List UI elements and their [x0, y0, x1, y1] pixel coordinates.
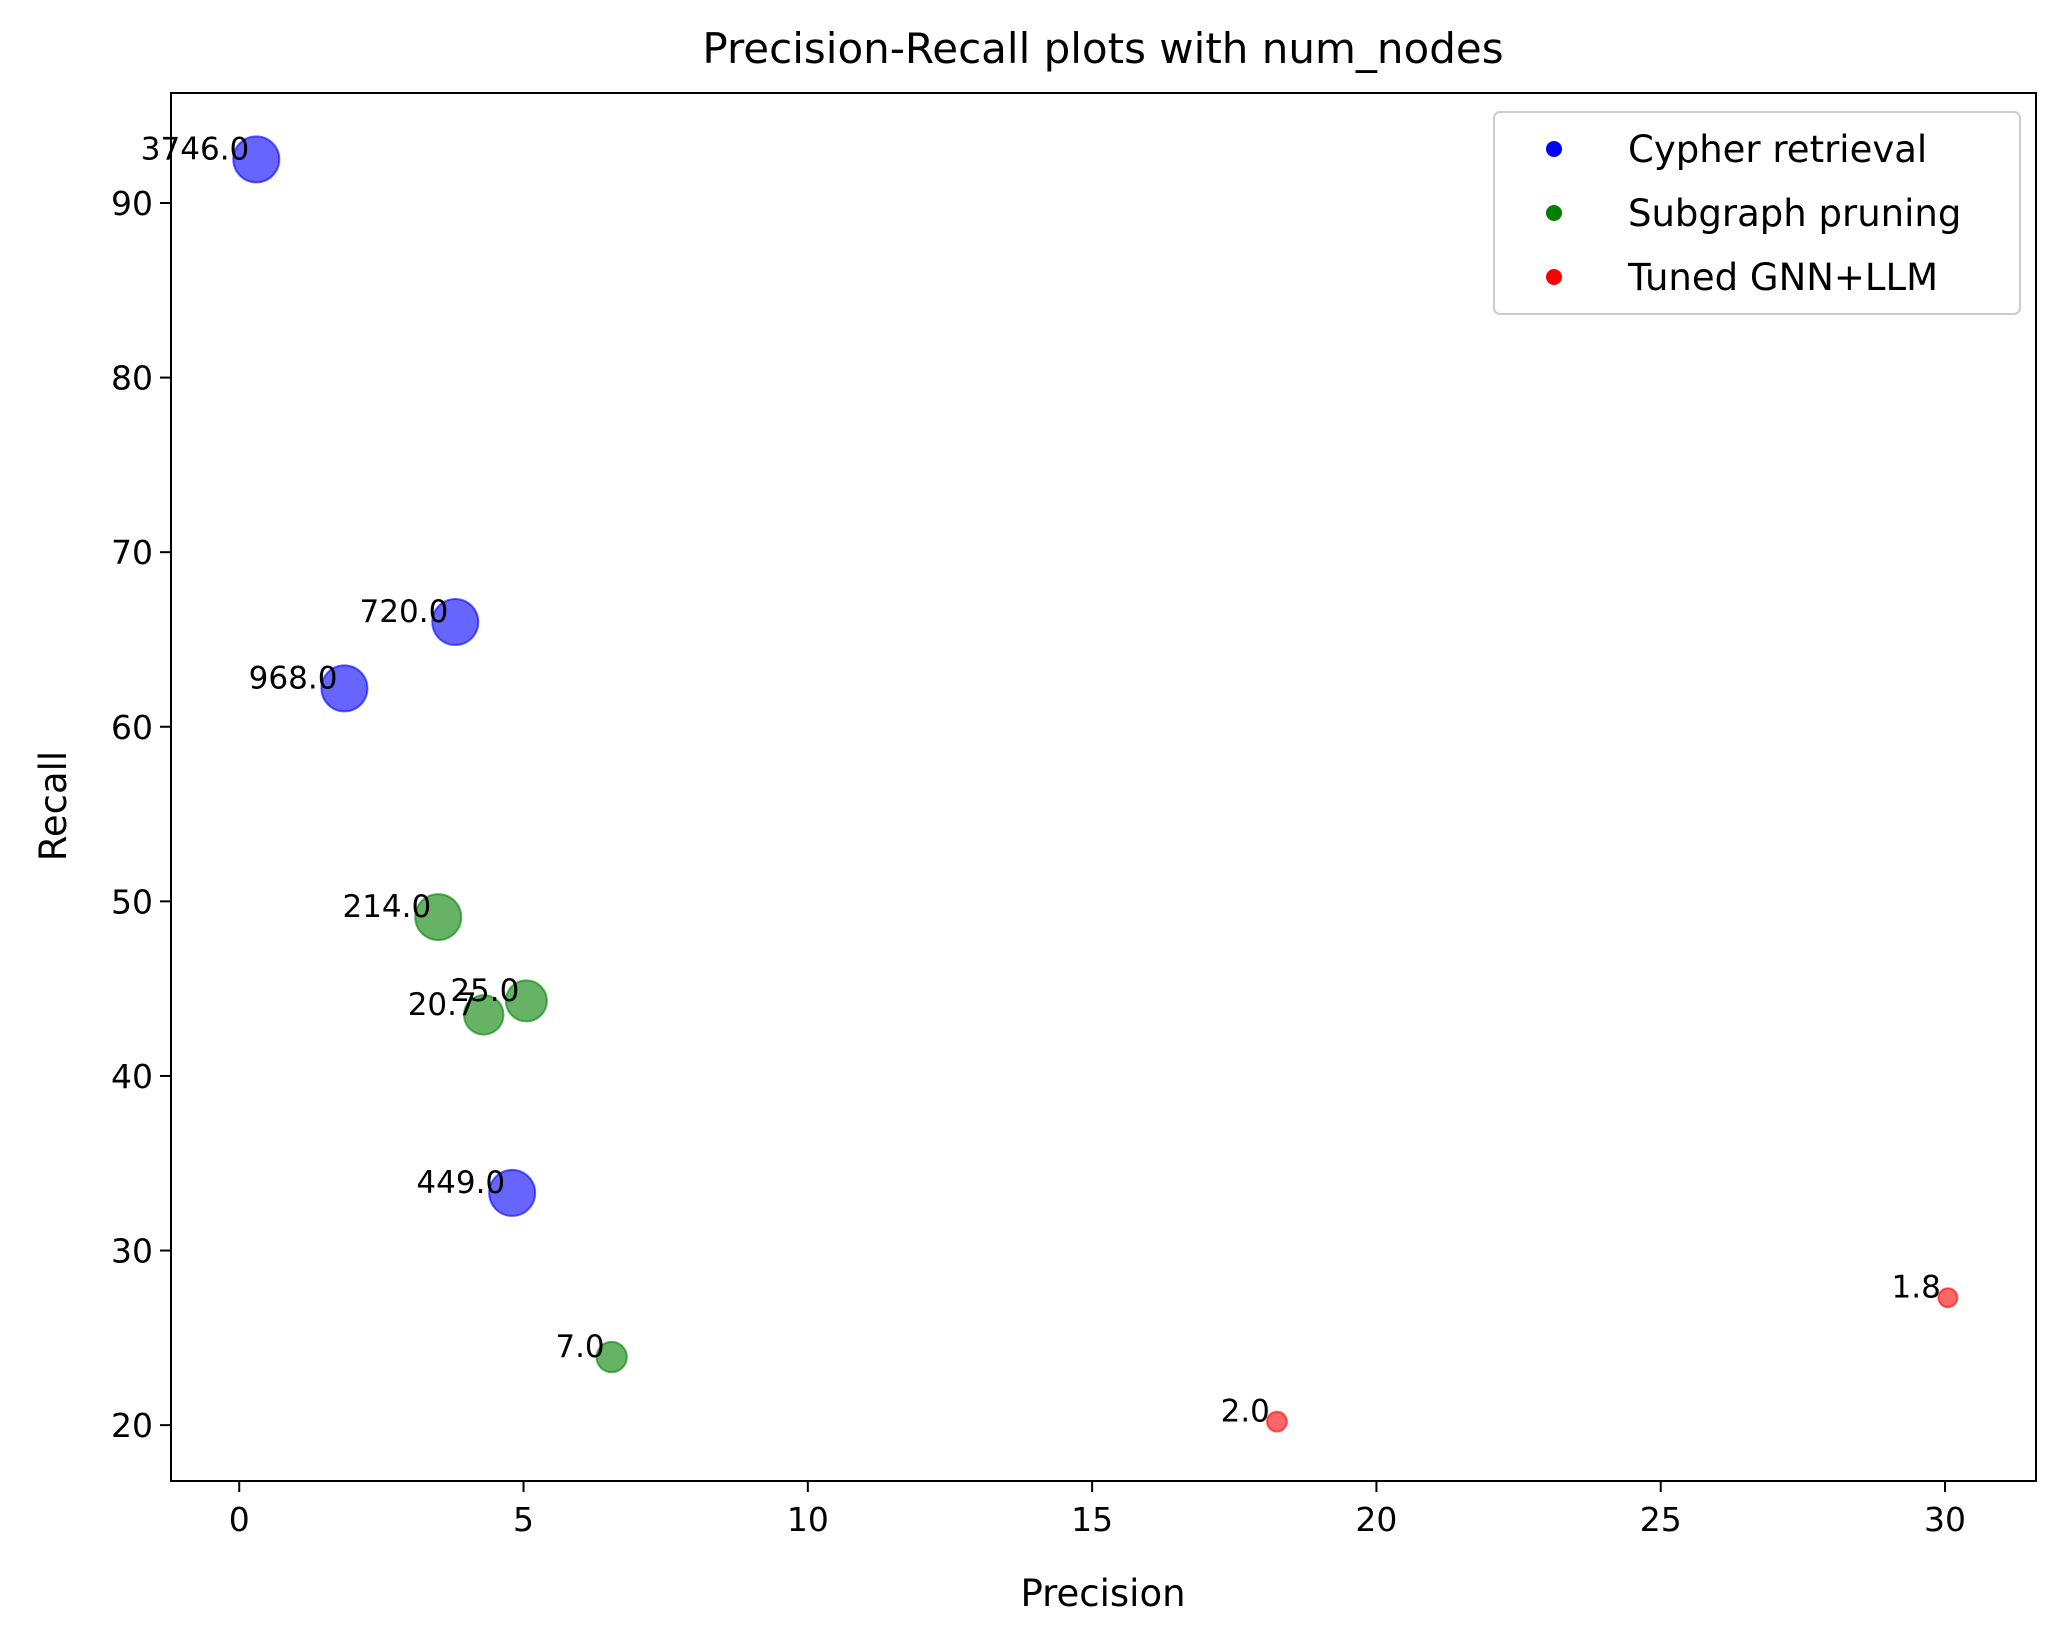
point-label: 720.0 [360, 594, 449, 630]
scatter-point [1937, 1287, 1959, 1309]
point-label: 7.0 [555, 1329, 604, 1365]
point-label: 25.0 [450, 973, 519, 1009]
legend-entry-label: Cypher retrieval [1628, 128, 1927, 171]
y-tick-label: 80 [111, 359, 153, 398]
data-points [232, 135, 1959, 1433]
point-label: 968.0 [249, 660, 338, 696]
point-label: 3746.0 [141, 131, 249, 167]
point-label: 1.8 [1892, 1270, 1941, 1306]
scatter-point [488, 1168, 537, 1217]
y-tick-label: 60 [111, 708, 153, 747]
scatter-point [595, 1340, 628, 1374]
scatter-point [463, 994, 505, 1036]
x-tick-label: 20 [1355, 1500, 1397, 1539]
point-label: 2.0 [1221, 1394, 1270, 1430]
x-axis-label: Precision [1020, 1572, 1185, 1615]
x-tick-label: 15 [1071, 1500, 1113, 1539]
scatter-point [232, 135, 281, 184]
legend-marker [1546, 141, 1562, 157]
scatter-point [414, 893, 463, 942]
point-labels: 3746.0 720.0 968.0 449.0 214.0 25.020.7 7.0 1.8… [141, 131, 1941, 1429]
x-tick-label: 25 [1640, 1500, 1682, 1539]
point-label: 449.0 [416, 1165, 505, 1201]
x-tick-label: 10 [787, 1500, 829, 1539]
scatter-point [504, 979, 548, 1023]
y-tick-label: 50 [111, 882, 153, 921]
scatter-point [320, 664, 369, 713]
y-tick-label: 20 [111, 1406, 153, 1445]
y-tick-label: 30 [111, 1232, 153, 1271]
y-tick-label: 70 [111, 533, 153, 572]
x-tick-label: 5 [513, 1500, 534, 1539]
scatter-point [431, 598, 480, 647]
x-tick-label: 0 [229, 1500, 250, 1539]
legend: Cypher retrieval Subgraph pruning Tuned GN… [1493, 111, 2021, 315]
x-tick-label: 30 [1924, 1500, 1966, 1539]
legend-marker [1546, 205, 1562, 221]
y-tick-label: 90 [111, 184, 153, 223]
legend-marker [1546, 269, 1562, 285]
y-axis-label: Recall [32, 751, 75, 861]
y-tick-label: 40 [111, 1057, 153, 1096]
point-label: 214.0 [342, 889, 431, 925]
scatter-point [1266, 1410, 1288, 1433]
point-label: 20.7 [408, 987, 477, 1023]
axis-ticks: 0 5 10 15 20 25 30 20 30 40 50 60 70 80 90 [111, 184, 1966, 1539]
chart-title: Precision-Recall plots with num_nodes [702, 24, 1503, 73]
plot-area-frame [170, 92, 2037, 1482]
legend-entry-label: Tuned GNN+LLM [1627, 256, 1938, 299]
legend-entry-label: Subgraph pruning [1628, 192, 1961, 235]
legend-box [1493, 111, 2021, 315]
